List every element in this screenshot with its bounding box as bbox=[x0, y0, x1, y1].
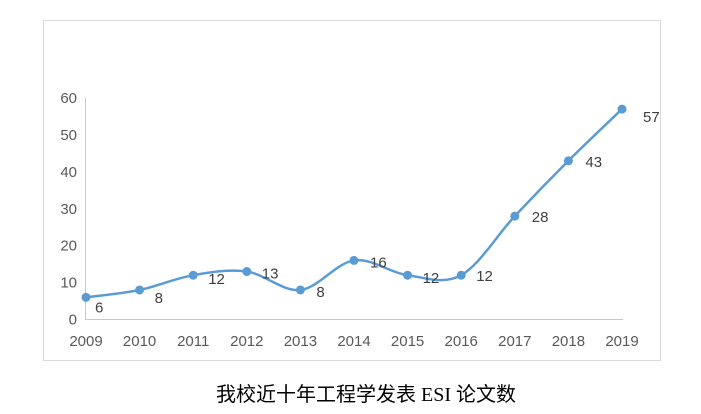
x-tick-label: 2012 bbox=[230, 333, 263, 350]
series-line bbox=[84, 107, 624, 299]
x-tick-label: 2010 bbox=[123, 333, 156, 350]
data-point-marker bbox=[456, 270, 466, 280]
y-tick-label: 30 bbox=[60, 201, 77, 218]
y-tick-label: 50 bbox=[60, 127, 77, 144]
y-tick-label: 40 bbox=[60, 164, 77, 181]
data-point-marker bbox=[135, 285, 145, 295]
x-tick-label: 2011 bbox=[177, 333, 209, 350]
data-point-label: 28 bbox=[532, 209, 549, 226]
data-point-marker bbox=[617, 104, 627, 114]
data-point-marker bbox=[242, 267, 252, 277]
x-tick-label: 2016 bbox=[445, 333, 478, 350]
data-point-marker bbox=[563, 156, 573, 166]
data-point-label: 13 bbox=[262, 266, 279, 283]
x-tick-label: 2015 bbox=[391, 333, 424, 350]
data-point-label: 12 bbox=[476, 268, 493, 285]
data-point-marker bbox=[349, 255, 359, 265]
chart-frame[interactable] bbox=[43, 20, 661, 361]
y-tick-label: 10 bbox=[60, 275, 77, 292]
x-tick-label: 2018 bbox=[552, 333, 585, 350]
y-tick-label: 0 bbox=[69, 312, 77, 329]
x-tick-label: 2017 bbox=[498, 333, 531, 350]
data-point-label: 12 bbox=[423, 270, 440, 287]
x-tick-label: 2009 bbox=[69, 333, 102, 350]
data-point-label: 16 bbox=[370, 254, 387, 271]
data-point-label: 43 bbox=[585, 154, 602, 171]
data-point-marker bbox=[188, 270, 198, 280]
y-tick-label: 60 bbox=[60, 90, 77, 107]
data-point-marker bbox=[295, 285, 305, 295]
data-point-label: 8 bbox=[316, 284, 324, 301]
x-tick-label: 2019 bbox=[605, 333, 638, 350]
data-point-label: 8 bbox=[155, 290, 163, 307]
chart-title: 我校近十年工程学发表 ESI 论文数 bbox=[216, 384, 516, 406]
data-point-label: 57 bbox=[643, 109, 660, 126]
y-tick-label: 20 bbox=[60, 238, 77, 255]
data-point-marker bbox=[403, 270, 413, 280]
data-point-label: 6 bbox=[95, 299, 103, 316]
data-point-label: 12 bbox=[208, 271, 225, 288]
data-point-marker bbox=[510, 211, 520, 221]
x-tick-label: 2014 bbox=[337, 333, 370, 350]
x-tick-label: 2013 bbox=[284, 333, 317, 350]
data-point-marker bbox=[81, 292, 91, 302]
